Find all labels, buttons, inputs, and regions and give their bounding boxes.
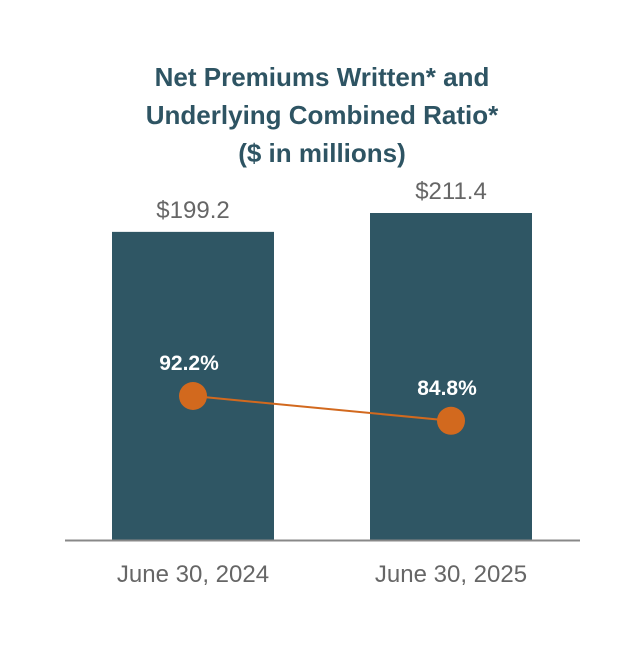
x-tick-label: June 30, 2025 [375, 561, 527, 588]
bar-value-label: $199.2 [156, 197, 229, 224]
ratio-point-label: 84.8% [417, 377, 477, 400]
ratio-point-label: 92.2% [159, 352, 219, 375]
ratio-point [437, 406, 465, 435]
chart-title-line-2: Underlying Combined Ratio* [145, 100, 499, 130]
chart-title: Net Premiums Written* and Underlying Com… [0, 58, 644, 172]
bar [370, 213, 532, 540]
ratio-series-line [192, 395, 452, 422]
ratio-point [179, 382, 207, 410]
chart-title-line-1: Net Premiums Written* and [154, 62, 490, 92]
x-tick-label: June 30, 2024 [117, 561, 269, 588]
chart-title-line-3: ($ in millions) [238, 138, 406, 168]
bar-value-label: $211.4 [415, 178, 487, 205]
